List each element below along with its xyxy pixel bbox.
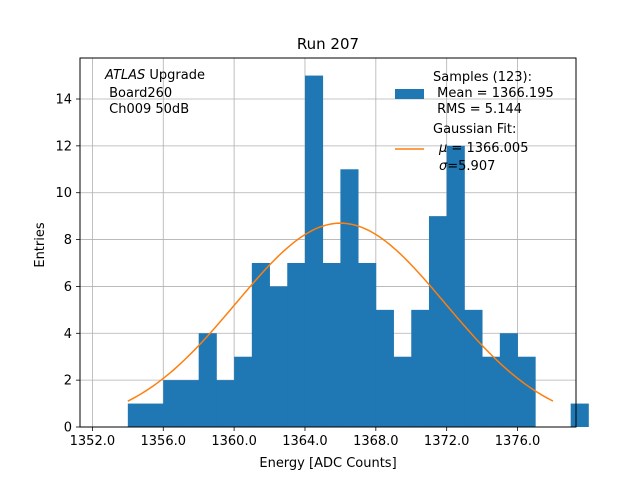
annotation-line-1-rest: Upgrade xyxy=(145,68,205,83)
histogram-bar xyxy=(180,380,200,427)
histogram-bar xyxy=(287,263,306,427)
histogram-bar xyxy=(570,403,589,427)
y-tick-label: 14 xyxy=(55,93,72,108)
histogram-bar xyxy=(127,403,146,427)
gaussian-fit xyxy=(127,222,554,402)
x-tick-label: 1352.0 xyxy=(70,434,116,449)
annotation-line-1: ATLAS Upgrade xyxy=(104,68,205,83)
histogram-bar xyxy=(428,216,448,427)
histogram-bar xyxy=(163,380,182,427)
y-tick-label: 4 xyxy=(64,327,72,342)
x-axis-ticks: 1352.0 1356.0 1360.0 1364.0 1368.0 1372.0 1376… xyxy=(70,427,541,449)
legend-fit-mu-value: = 1366.005 xyxy=(447,141,528,156)
legend-fit-line-1: Gaussian Fit: xyxy=(433,122,516,137)
y-axis-ticks: 0 2 4 6 8 10 12 14 xyxy=(55,93,80,436)
y-tick-label: 10 xyxy=(55,186,72,201)
legend-fit-line-3: σ=5.907 xyxy=(439,159,495,174)
histogram-bars xyxy=(127,75,589,428)
chart-title: Run 207 xyxy=(297,35,359,53)
histogram-bar xyxy=(322,263,341,427)
plot-frame xyxy=(79,57,577,428)
annotation-line-2: Board260 xyxy=(105,86,172,101)
histogram-bar xyxy=(145,403,164,427)
x-axis-label: Energy [ADC Counts] xyxy=(259,456,396,471)
x-tick-label: 1376.0 xyxy=(495,434,541,449)
histogram-bar xyxy=(499,333,518,427)
annotation-line-3: Ch009 50dB xyxy=(105,102,189,117)
legend-samples-line-1: Samples (123): xyxy=(433,70,532,85)
y-axis-label: Entries xyxy=(33,222,48,268)
legend-samples-swatch xyxy=(395,89,424,99)
annotation-italic-word: ATLAS xyxy=(104,68,145,83)
histogram-bar xyxy=(446,145,465,427)
y-tick-label: 6 xyxy=(64,280,72,295)
legend-samples-line-3: RMS = 5.144 xyxy=(433,102,522,117)
histogram-bar xyxy=(340,169,359,428)
histogram-bar xyxy=(358,263,377,427)
histogram-bar xyxy=(198,333,217,427)
legend-fit-sigma-symbol: σ xyxy=(439,159,448,174)
legend: Samples (123): Mean = 1366.195 RMS = 5.1… xyxy=(395,70,554,174)
x-tick-label: 1372.0 xyxy=(424,434,470,449)
histogram-bar xyxy=(269,286,288,427)
legend-fit-line-2: μ = 1366.005 xyxy=(438,141,528,156)
annotation-box: ATLAS Upgrade Board260 Ch009 50dB xyxy=(104,68,205,117)
histogram-bar xyxy=(464,309,483,427)
y-tick-label: 12 xyxy=(55,139,72,154)
histogram-bar xyxy=(304,75,324,428)
histogram-bar xyxy=(216,380,235,427)
histogram-bar xyxy=(234,356,253,427)
histogram-bar xyxy=(251,263,270,427)
legend-fit-mu-symbol: μ xyxy=(438,141,447,156)
gaussian-fit-curve xyxy=(127,222,554,402)
x-tick-label: 1368.0 xyxy=(353,434,399,449)
histogram-bar xyxy=(517,356,536,427)
histogram-bar xyxy=(411,309,430,427)
y-tick-label: 2 xyxy=(64,374,72,389)
legend-samples-line-2: Mean = 1366.195 xyxy=(433,86,554,101)
histogram-bar xyxy=(393,356,412,427)
histogram-bar xyxy=(482,356,501,427)
x-tick-label: 1360.0 xyxy=(211,434,257,449)
y-tick-label: 0 xyxy=(64,421,72,436)
x-tick-label: 1364.0 xyxy=(282,434,328,449)
y-tick-label: 8 xyxy=(64,233,72,248)
histogram-bar xyxy=(375,309,394,427)
x-tick-label: 1356.0 xyxy=(141,434,187,449)
legend-fit-sigma-value: =5.907 xyxy=(447,159,495,174)
